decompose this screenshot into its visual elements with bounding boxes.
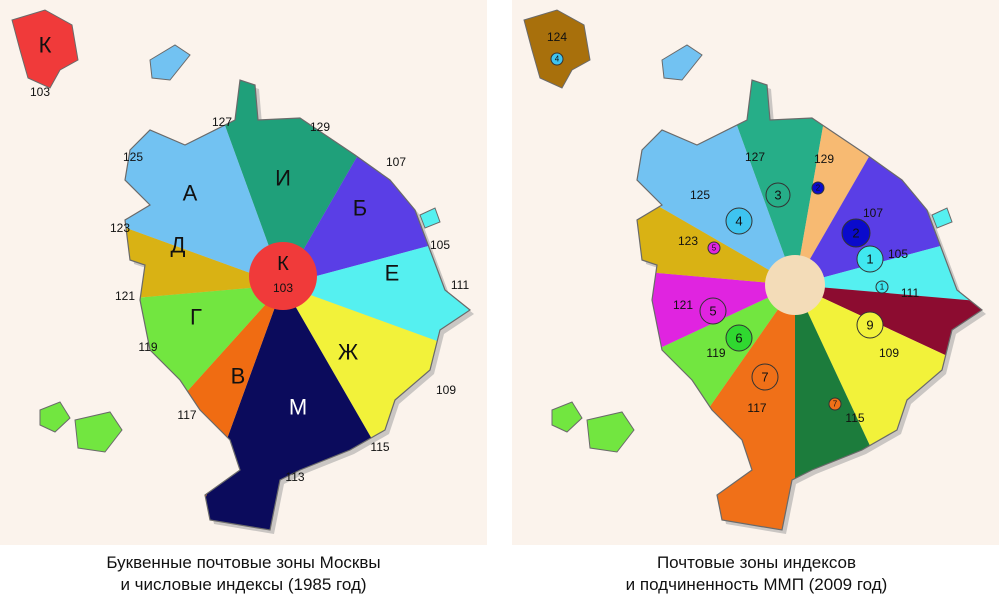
mmp-label: 7 [761,370,768,385]
mmp-label: 2 [852,226,859,241]
index-label-119: 119 [138,340,157,354]
city-border [124,79,472,531]
blue-island [661,44,703,81]
index-label-117: 117 [177,408,196,422]
center-zone [249,242,317,310]
mmp-label: 2 [816,184,821,193]
index-label-129: 129 [310,120,330,134]
index-label-111: 111 [451,278,470,292]
city-border [636,79,984,531]
cyan-island [419,207,441,229]
mmp-marker [765,182,791,208]
mmp-label: 7 [833,400,838,409]
mmp-marker [707,241,721,255]
green-island [39,401,71,433]
index-label-115: 115 [845,411,864,425]
index-label-129: 129 [814,152,834,166]
index-label-109: 109 [436,383,456,397]
exclave-zone [11,9,79,89]
mmp-marker [725,324,753,352]
zone-index-center: 103 [273,281,293,295]
zone-letter-center: К [277,253,289,275]
mmp-label: 1 [880,283,885,292]
mmp-label: 6 [735,331,742,346]
mmp-marker [699,297,727,325]
zone-В [125,285,283,530]
caption-line-2: и числовые индексы (1985 год) [120,575,367,594]
exclave-index: 103 [30,85,50,99]
index-label-105: 105 [430,238,450,252]
index-label-115: 115 [370,440,389,454]
green-island [586,411,635,453]
mmp-label: 4 [555,55,560,64]
zone-letter-Г: Г [190,305,202,330]
cyan-island [931,207,953,229]
mmp-label: 1 [866,252,873,267]
index-label-125: 125 [690,188,710,202]
mmp-marker [550,52,564,66]
index-label-121: 121 [673,298,693,312]
zone-Д [125,182,283,310]
blue-island [149,44,191,81]
index-label-107: 107 [386,155,406,169]
zone-letter-Ж: Ж [338,340,359,365]
index-label-125: 125 [123,150,143,164]
mmp-marker [856,245,884,273]
mmp-marker [828,397,842,411]
zone-letter-А: А [183,181,198,206]
index-label-113: 113 [285,470,304,484]
zone-125 [637,80,795,285]
index-label-109: 109 [879,346,899,360]
exclave-zone [523,9,591,89]
mmp-marker [725,207,753,235]
index-label-117: 117 [747,401,766,415]
mmp-marker [811,181,825,195]
zone-letter-В: В [231,364,246,389]
left-map: К 103 К 103 И Б Е Ж М В Г Д А 127 129 107 125 123 105 121 11… [0,0,487,545]
index-label-123: 123 [678,234,698,248]
index-label-111: 111 [901,286,920,300]
exclave-letter: К [39,33,52,58]
index-label-107: 107 [863,206,883,220]
zone-И [179,80,448,285]
index-label-127: 127 [745,150,765,164]
mmp-label: 9 [866,318,873,333]
right-map-caption: Почтовые зоны индексов и подчиненность М… [513,552,1000,596]
caption-line-2: и подчиненность ММП (2009 год) [625,575,888,594]
zone-letter-И: И [275,166,291,191]
mmp-label: 3 [774,188,781,203]
left-map-caption: Буквенные почтовые зоны Москвы и числовы… [0,552,487,596]
zone-letter-М: М [289,395,307,420]
green-island [551,401,583,433]
mmp-label: 5 [712,244,717,253]
zone-letter-Е: Е [385,261,400,286]
green-island [74,411,123,453]
index-label-119: 119 [706,346,725,360]
zone-letter-Б: Б [353,196,367,221]
zone-А [125,80,283,285]
mmp-marker [875,280,889,294]
index-label-121: 121 [115,289,135,303]
index-label-127: 127 [212,115,232,129]
mmp-marker [856,311,884,339]
exclave-index: 124 [547,30,567,44]
center-zone [765,255,825,315]
index-label-105: 105 [888,247,908,261]
right-map: 127 1291071051111091151171191211231251244… [512,0,999,545]
zone-letter-Д: Д [171,233,186,258]
zone-111 [795,285,982,381]
index-label-123: 123 [110,221,130,235]
zone-127 [691,80,846,285]
caption-line-1: Буквенные почтовые зоны Москвы [106,553,381,572]
mmp-label: 5 [709,304,716,319]
mmp-label: 4 [735,214,742,229]
mmp-marker [841,218,871,248]
mmp-marker [751,363,779,391]
caption-line-1: Почтовые зоны индексов [656,553,857,572]
